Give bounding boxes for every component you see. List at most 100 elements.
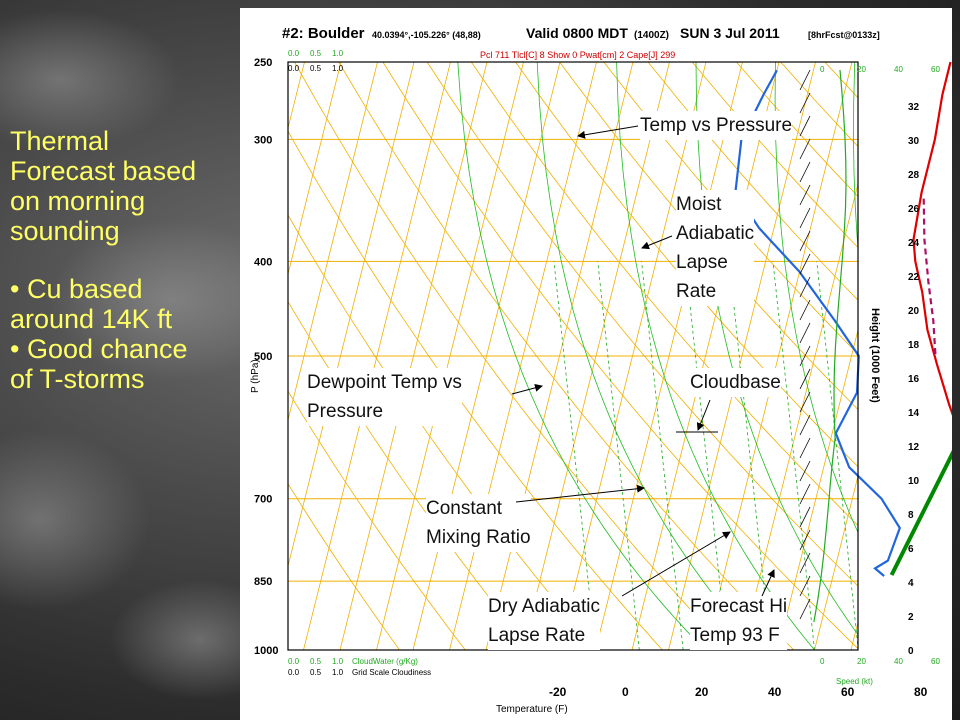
slide-bullets: Thermal Forecast based on morning soundi… <box>10 126 235 394</box>
cloudwater-tick-top: 1.0 <box>332 49 344 58</box>
annotation-dewpoint: Dewpoint Temp vs Pressure <box>307 368 462 426</box>
speed-tick-label: 60 <box>931 65 940 74</box>
moist-adiabat-line <box>853 62 858 253</box>
wind-barb <box>799 391 811 413</box>
dry-adiabat-line <box>288 390 466 650</box>
wind-barb <box>799 460 811 482</box>
mixing-ratio-line <box>641 261 684 650</box>
wind-barb <box>799 414 811 436</box>
annotation-cloudbase: Cloudbase <box>690 368 781 397</box>
cloudwater-tick-bottom: 0.5 <box>310 657 322 666</box>
isotherm-line <box>558 62 707 650</box>
wind-speed-profile <box>813 69 847 623</box>
annotation-temp-vs-pressure: Temp vs Pressure <box>640 111 793 140</box>
wind-barb <box>799 368 811 390</box>
chart-forecast: [8hrFcst@0133z] <box>808 30 880 40</box>
gridscale-tick-bottom: 0.0 <box>288 668 300 677</box>
x-tick-label: 0 <box>622 685 629 699</box>
y-tick-label: 300 <box>254 134 272 146</box>
dry-adiabat-line <box>382 62 858 650</box>
wind-barb <box>799 345 811 367</box>
gridscale-tick-top: 0.5 <box>310 64 322 73</box>
wind-barb <box>799 575 811 597</box>
x-tick-label: 20 <box>695 685 709 699</box>
series-constant-mixing-ratio <box>889 449 952 576</box>
isotherm-line <box>777 328 858 650</box>
speed-tick-label: 60 <box>931 657 940 666</box>
height-tick-label: 6 <box>908 544 914 555</box>
dry-adiabat-line <box>288 300 532 650</box>
dry-adiabat-line <box>691 62 858 249</box>
x-tick-label: 80 <box>914 685 928 699</box>
isotherm-line <box>814 474 858 650</box>
isotherm-line <box>522 62 670 650</box>
wind-barb <box>799 322 811 344</box>
heading-line: on morning <box>10 186 146 216</box>
gridscale-tick-bottom: 1.0 <box>332 668 344 677</box>
height-tick-label: 28 <box>908 170 920 181</box>
height-tick-label: 18 <box>908 340 920 351</box>
isotherm-line <box>412 62 561 650</box>
wind-barb <box>799 483 811 505</box>
isotherm-line <box>303 62 451 650</box>
isotherm-line <box>449 62 597 650</box>
series-temperature <box>912 61 952 416</box>
y-tick-label: 1000 <box>254 645 278 657</box>
cloudwater-tick-bottom: 1.0 <box>332 657 344 666</box>
heading-line: Forecast based <box>10 156 197 186</box>
wind-barb <box>799 230 811 252</box>
annotation-moist-adiabatic: Moist Adiabatic Lapse Rate <box>676 190 755 306</box>
heading-line: Thermal <box>10 126 110 156</box>
y-tick-label: 700 <box>254 494 272 506</box>
isotherm-line <box>376 62 524 650</box>
wind-barb <box>799 92 811 114</box>
wind-barb <box>799 69 811 91</box>
dry-adiabat-line <box>288 130 663 650</box>
dry-adiabat-line <box>470 62 858 527</box>
wind-barb <box>799 161 811 183</box>
wind-barb <box>799 184 811 206</box>
mixing-ratio-line <box>553 261 596 650</box>
skewt-chart-panel: #2: Boulder 40.0394°,-105.226° (48,88) V… <box>240 8 952 720</box>
bullet-cu-base-cont: around 14K ft <box>10 304 173 334</box>
cloudwater-tick-top: 0.0 <box>288 49 300 58</box>
annotation-dry-adiabatic: Dry Adiabatic Lapse Rate <box>488 592 600 650</box>
chart-location: 40.0394°,-105.226° (48,88) <box>372 30 481 40</box>
annotation-mixing-ratio: Constant Mixing Ratio <box>426 494 531 552</box>
height-tick-label: 24 <box>908 238 920 249</box>
chart-valid-z: (1400Z) <box>634 30 669 41</box>
wind-barb <box>799 552 811 574</box>
mixing-ratio-line <box>772 261 815 650</box>
wind-barb <box>799 138 811 160</box>
y-axis-label: P (hPa) <box>250 359 261 393</box>
speed-axis-label: Speed (kt) <box>836 677 873 686</box>
y-tick-label: 850 <box>254 576 272 588</box>
y-tick-label: 500 <box>254 351 272 363</box>
mixing-ratio-line <box>816 261 858 650</box>
gridscale-tick-top: 1.0 <box>332 64 344 73</box>
heading-line: sounding <box>10 216 120 246</box>
isotherm-line <box>850 620 858 650</box>
y-axis-ticks: 250 300 400 500 700 850 1000 <box>254 57 278 657</box>
isotherm-line <box>288 62 378 422</box>
wind-barb <box>799 207 811 229</box>
speed-tick-label: 0 <box>820 65 825 74</box>
isotherm-line <box>924 62 952 650</box>
height-axis-label: Height (1000 Feet) <box>869 308 881 403</box>
wind-barb <box>799 253 811 275</box>
bullet-tstorms: • Good chance <box>10 334 188 364</box>
x-tick-label: 60 <box>841 685 855 699</box>
gridscale-tick-bottom: 0.5 <box>310 668 322 677</box>
wind-barbs <box>799 69 847 623</box>
chart-indices: Pcl 711 Tlcl[C] 8 Show 0 Pwat[cm] 2 Cape… <box>480 50 675 60</box>
isotherm-line <box>288 62 415 568</box>
plot-area-border <box>287 61 859 651</box>
height-tick-label: 26 <box>908 204 920 215</box>
wind-barb <box>799 506 811 528</box>
wind-barb <box>799 276 811 298</box>
moist-adiabat-line <box>774 62 858 534</box>
dry-adiabat-line <box>426 62 858 587</box>
speed-tick-label: 0 <box>820 657 825 666</box>
isotherm-line <box>339 62 488 650</box>
